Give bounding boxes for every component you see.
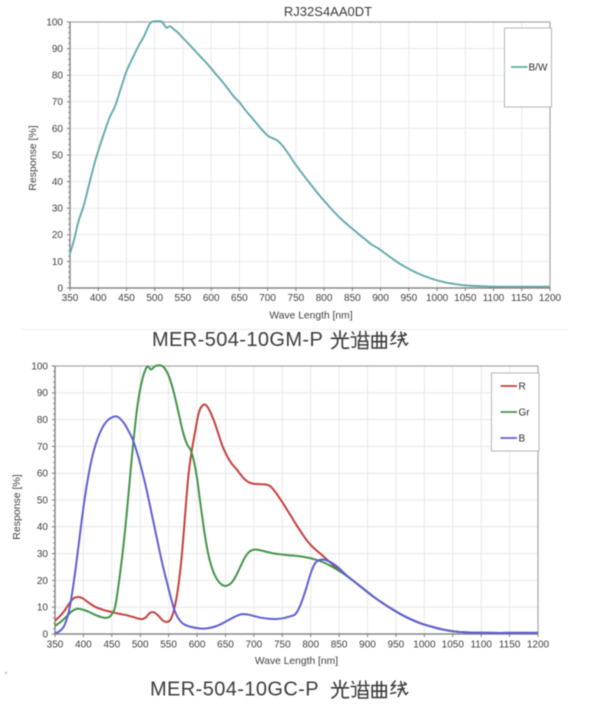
svg-text:450: 450 — [118, 293, 135, 304]
svg-text:50: 50 — [37, 495, 49, 506]
svg-text:700: 700 — [246, 640, 263, 651]
svg-text:750: 750 — [288, 293, 305, 304]
svg-text:850: 850 — [344, 293, 361, 304]
svg-text:650: 650 — [231, 293, 248, 304]
svg-text:Response [%]: Response [%] — [11, 474, 23, 539]
svg-text:R: R — [519, 382, 526, 393]
svg-text:500: 500 — [146, 293, 163, 304]
svg-text:70: 70 — [37, 442, 49, 453]
svg-text:350: 350 — [62, 293, 79, 304]
svg-text:60: 60 — [52, 124, 64, 135]
svg-text:MER-504-10GM-P: MER-504-10GM-P — [152, 329, 323, 351]
svg-text:30: 30 — [37, 549, 49, 560]
svg-text:70: 70 — [52, 97, 64, 108]
svg-text:RJ32S4AA0DT: RJ32S4AA0DT — [284, 4, 372, 19]
svg-text:400: 400 — [90, 293, 107, 304]
svg-text:350: 350 — [47, 640, 64, 651]
svg-text:1200: 1200 — [527, 640, 550, 651]
svg-text:500: 500 — [132, 640, 149, 651]
svg-text:800: 800 — [302, 640, 319, 651]
svg-text:Wave Length [nm]: Wave Length [nm] — [255, 656, 338, 667]
svg-text:90: 90 — [37, 388, 49, 399]
svg-text:Gr: Gr — [519, 408, 531, 419]
svg-text:850: 850 — [331, 640, 348, 651]
svg-text:30: 30 — [52, 204, 64, 215]
svg-text:900: 900 — [359, 640, 376, 651]
svg-text:950: 950 — [400, 293, 417, 304]
svg-text:80: 80 — [37, 415, 49, 426]
svg-text:550: 550 — [175, 293, 192, 304]
svg-text:800: 800 — [316, 293, 333, 304]
svg-text:1050: 1050 — [454, 293, 477, 304]
svg-text:20: 20 — [37, 576, 49, 587]
svg-text:40: 40 — [37, 522, 49, 533]
svg-text:1050: 1050 — [442, 640, 465, 651]
svg-text:100: 100 — [46, 17, 63, 28]
svg-text:1200: 1200 — [539, 293, 562, 304]
svg-text:750: 750 — [274, 640, 291, 651]
svg-text:100: 100 — [31, 361, 48, 372]
svg-text:0: 0 — [57, 283, 63, 294]
svg-text:600: 600 — [203, 293, 220, 304]
svg-text:1150: 1150 — [499, 640, 521, 651]
svg-text:900: 900 — [372, 293, 389, 304]
svg-text:80: 80 — [52, 71, 64, 82]
svg-text:10: 10 — [52, 257, 64, 268]
svg-text:1100: 1100 — [483, 293, 505, 304]
svg-text:40: 40 — [52, 177, 64, 188]
svg-text:1000: 1000 — [426, 293, 449, 304]
svg-text:60: 60 — [37, 469, 49, 480]
svg-text:0: 0 — [42, 629, 48, 640]
svg-text:950: 950 — [388, 640, 405, 651]
svg-text:1150: 1150 — [511, 293, 533, 304]
svg-text:20: 20 — [52, 230, 64, 241]
svg-text:550: 550 — [160, 640, 177, 651]
svg-text:B: B — [519, 434, 526, 445]
svg-text:Wave Length [nm]: Wave Length [nm] — [269, 311, 352, 322]
svg-text:400: 400 — [75, 640, 92, 651]
svg-text:MER-504-10GC-P: MER-504-10GC-P — [150, 679, 319, 701]
svg-text:1000: 1000 — [413, 640, 436, 651]
svg-text:450: 450 — [103, 640, 120, 651]
svg-text:10: 10 — [37, 603, 49, 614]
svg-text:90: 90 — [52, 44, 64, 55]
svg-text:Response [%]: Response [%] — [27, 125, 39, 190]
svg-text:600: 600 — [189, 640, 206, 651]
svg-text:50: 50 — [52, 150, 64, 161]
svg-text:B/W: B/W — [529, 63, 548, 74]
svg-text:1100: 1100 — [470, 640, 492, 651]
svg-text:700: 700 — [259, 293, 276, 304]
svg-text:650: 650 — [217, 640, 234, 651]
